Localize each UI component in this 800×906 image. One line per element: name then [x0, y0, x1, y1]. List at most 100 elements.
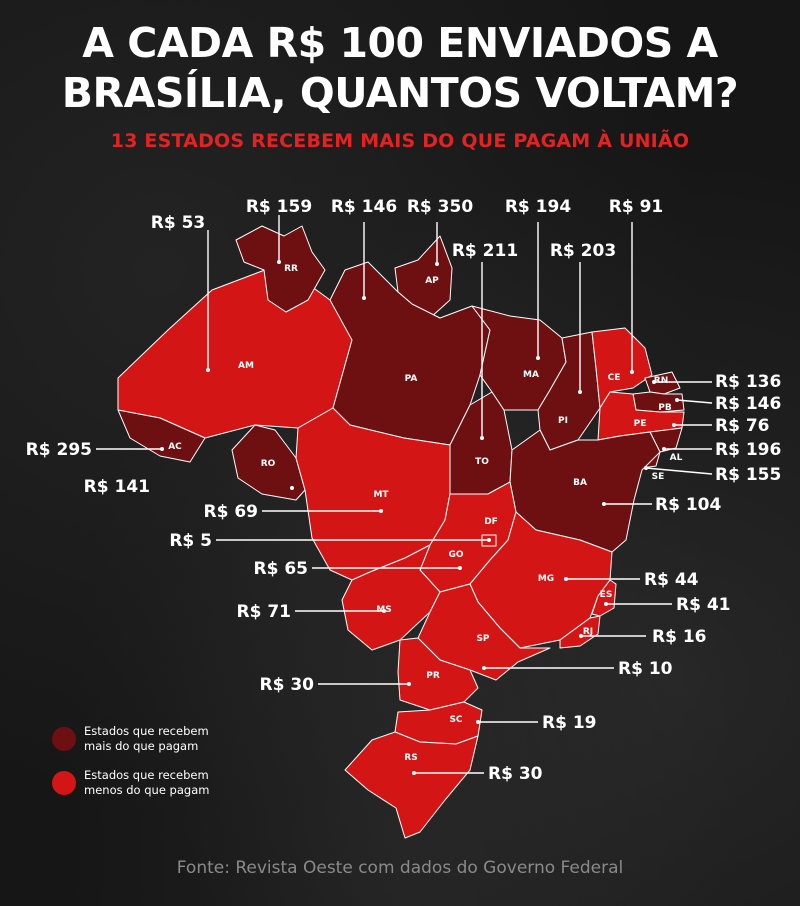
- legend-swatch-receive-more: [52, 727, 76, 751]
- legend-label-line: menos do que pagam: [84, 783, 210, 797]
- state-code-ES: ES: [600, 590, 613, 600]
- callout-dot-BA: [602, 502, 606, 506]
- callout-dot-PI: [578, 390, 582, 394]
- callout-dot-PA: [362, 296, 366, 300]
- state-PR[interactable]: [397, 637, 479, 711]
- state-RN[interactable]: [644, 371, 681, 395]
- state-code-RO: RO: [261, 459, 276, 469]
- callout-dot-ES: [604, 602, 608, 606]
- callout-dot-AL: [662, 447, 666, 451]
- value-label-PR: R$ 30: [260, 675, 315, 695]
- state-AC[interactable]: [117, 409, 206, 463]
- value-label-GO: R$ 65: [254, 559, 309, 579]
- callout-dot-PB: [675, 398, 679, 402]
- state-code-BA: BA: [573, 478, 587, 488]
- state-RS[interactable]: [344, 731, 479, 839]
- callout-line-PB: [676, 399, 713, 404]
- callout-dot-PE: [672, 423, 676, 427]
- page-title: A CADA R$ 100 ENVIADOS A BRASÍLIA, QUANT…: [0, 18, 800, 118]
- state-code-RN: RN: [654, 376, 668, 386]
- state-code-CE: CE: [608, 373, 621, 383]
- state-code-PE: PE: [634, 419, 647, 429]
- value-label-ES: R$ 41: [676, 595, 731, 615]
- title-line-1: A CADA R$ 100 ENVIADOS A: [82, 19, 718, 67]
- state-code-TO: TO: [475, 457, 489, 467]
- value-label-SP: R$ 10: [618, 659, 673, 679]
- legend-text-receive-less: Estados que recebem menos do que pagam: [84, 768, 209, 798]
- callout-dot-MG: [564, 577, 568, 581]
- state-RJ[interactable]: [559, 615, 601, 649]
- state-code-MT: MT: [373, 490, 389, 500]
- value-label-BA: R$ 104: [655, 495, 721, 515]
- legend-text-receive-more: Estados que recebem mais do que pagam: [84, 724, 209, 754]
- callout-dot-SC: [476, 720, 480, 724]
- state-code-PB: PB: [658, 403, 672, 413]
- value-label-RJ: R$ 16: [652, 627, 707, 647]
- state-code-GO: GO: [448, 550, 463, 560]
- callout-dot-RJ: [579, 634, 583, 638]
- state-code-DF: DF: [484, 517, 498, 527]
- value-label-RR: R$ 159: [246, 197, 312, 217]
- value-label-DF: R$ 5: [169, 531, 212, 551]
- value-label-RO: R$ 141: [84, 477, 150, 497]
- state-code-AC: AC: [168, 442, 182, 452]
- value-label-PB: R$ 146: [715, 394, 781, 414]
- state-code-PR: PR: [426, 671, 440, 681]
- value-label-MT: R$ 69: [204, 502, 259, 522]
- callout-dot-AM: [206, 368, 210, 372]
- value-label-RS: R$ 30: [488, 764, 543, 784]
- state-RR[interactable]: [235, 225, 326, 313]
- value-label-AM: R$ 53: [151, 213, 206, 233]
- legend-receive-more: Estados que recebem mais do que pagam: [52, 724, 209, 754]
- callout-dot-TO: [480, 436, 484, 440]
- value-label-CE: R$ 91: [609, 197, 664, 217]
- state-code-SP: SP: [476, 634, 489, 644]
- state-code-PI: PI: [558, 416, 568, 426]
- callout-dot-SE: [644, 466, 648, 470]
- value-label-SC: R$ 19: [542, 713, 597, 733]
- subtitle: 13 ESTADOS RECEBEM MAIS DO QUE PAGAM À U…: [110, 130, 690, 152]
- value-label-AL: R$ 196: [715, 440, 781, 460]
- value-label-RN: R$ 136: [715, 372, 781, 392]
- value-label-PI: R$ 203: [550, 241, 616, 261]
- legend-label-line: mais do que pagam: [84, 739, 199, 753]
- callout-dot-DF: [487, 538, 491, 542]
- callout-dot-RS: [412, 771, 416, 775]
- callout-dot-AP: [435, 262, 439, 266]
- state-code-RJ: RJ: [583, 627, 593, 637]
- callout-dot-RN: [652, 380, 656, 384]
- callout-dot-MT: [379, 509, 383, 513]
- legend-label-line: Estados que recebem: [84, 724, 209, 738]
- legend-receive-less: Estados que recebem menos do que pagam: [52, 768, 209, 798]
- state-code-SE: SE: [652, 472, 665, 482]
- callout-dot-MA: [536, 356, 540, 360]
- callout-dot-CE: [630, 370, 634, 374]
- state-code-AM: AM: [238, 361, 254, 371]
- state-code-AP: AP: [425, 276, 439, 286]
- value-label-PE: R$ 76: [715, 416, 770, 436]
- callout-line-SE: [645, 467, 713, 475]
- state-code-MG: MG: [538, 574, 554, 584]
- value-label-MA: R$ 194: [505, 197, 571, 217]
- value-label-SE: R$ 155: [715, 465, 781, 485]
- value-label-PA: R$ 146: [331, 197, 397, 217]
- state-code-RS: RS: [404, 753, 417, 763]
- state-AM[interactable]: [117, 267, 361, 439]
- state-code-RR: RR: [284, 264, 298, 274]
- state-code-SC: SC: [449, 715, 462, 725]
- state-code-MA: MA: [523, 370, 539, 380]
- value-label-AP: R$ 350: [407, 197, 473, 217]
- legend-swatch-receive-less: [52, 771, 76, 795]
- callout-dot-GO: [458, 566, 462, 570]
- source-note: Fonte: Revista Oeste com dados do Govern…: [176, 858, 624, 878]
- value-label-MG: R$ 44: [644, 570, 699, 590]
- state-ES[interactable]: [591, 579, 617, 617]
- title-line-2: BRASÍLIA, QUANTOS VOLTAM?: [61, 69, 739, 117]
- legend-label-line: Estados que recebem: [84, 768, 209, 782]
- state-code-PA: PA: [405, 374, 418, 384]
- callout-dot-SP: [482, 666, 486, 670]
- callout-dot-MS: [382, 609, 386, 613]
- value-label-AC: R$ 295: [26, 440, 92, 460]
- callout-dot-RO: [290, 486, 294, 490]
